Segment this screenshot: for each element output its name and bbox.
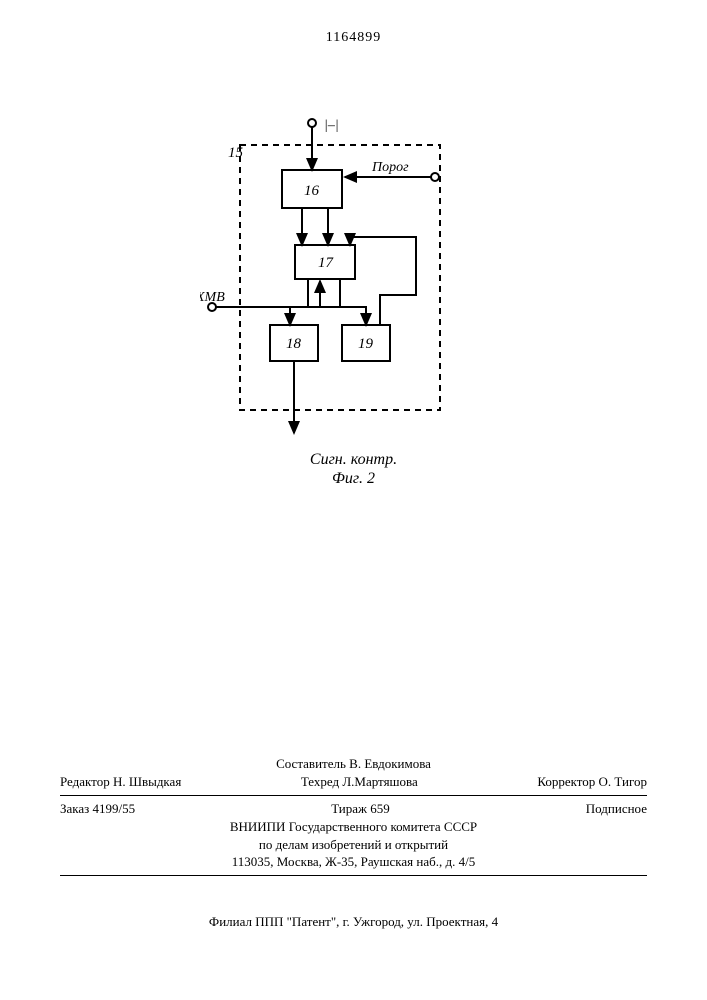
credits-block: Составитель В. Евдокимова Редактор Н. Шв… (60, 755, 647, 880)
port-top (308, 119, 316, 127)
figure-number: Фиг. 2 (0, 469, 707, 488)
org-line-1: ВНИИПИ Государственного комитета СССР (60, 818, 647, 836)
document-number: 1164899 (0, 30, 707, 46)
edge-19-fb (350, 237, 416, 325)
techred-line: Техред Л.Мартяшова (301, 773, 418, 791)
separator-2 (60, 875, 647, 876)
figure-caption: Сигн. контр. Фиг. 2 (0, 450, 707, 488)
edge-17-19 (340, 279, 366, 325)
corrector-line: Корректор О. Тигор (537, 773, 647, 791)
node-17-label: 17 (318, 255, 335, 271)
node-16-label: 16 (304, 183, 320, 199)
dashed-box-label: 15 (228, 145, 244, 161)
node-16: 16 (282, 170, 342, 208)
branch-line: Филиал ППП "Патент", г. Ужгород, ул. Про… (60, 914, 647, 930)
page: 1164899 15 |–| Порог ХМВ 16 17 (0, 0, 707, 1000)
node-17: 17 (295, 245, 355, 279)
port-xmb-label: ХМВ (200, 290, 225, 305)
org-line-2: по делам изобретений и открытий (60, 836, 647, 854)
node-18-label: 18 (286, 336, 302, 352)
diagram-svg: 15 |–| Порог ХМВ 16 17 18 (200, 115, 480, 445)
port-porog (431, 173, 439, 181)
node-19: 19 (342, 325, 390, 361)
port-top-label: |–| (324, 118, 339, 133)
output-signal-label: Сигн. контр. (0, 450, 707, 469)
edge-17-18 (290, 279, 308, 325)
node-18: 18 (270, 325, 318, 361)
compiler-line: Составитель В. Евдокимова (60, 755, 647, 773)
tirazh-line: Тираж 659 (331, 800, 390, 818)
order-line: Заказ 4199/55 (60, 800, 135, 818)
port-porog-label: Порог (371, 160, 409, 175)
address-line: 113035, Москва, Ж-35, Раушская наб., д. … (60, 853, 647, 871)
node-19-label: 19 (358, 336, 374, 352)
separator-1 (60, 795, 647, 796)
editor-line: Редактор Н. Швыдкая (60, 773, 181, 791)
podpisnoe-line: Подписное (586, 800, 647, 818)
block-diagram: 15 |–| Порог ХМВ 16 17 18 (200, 115, 480, 445)
